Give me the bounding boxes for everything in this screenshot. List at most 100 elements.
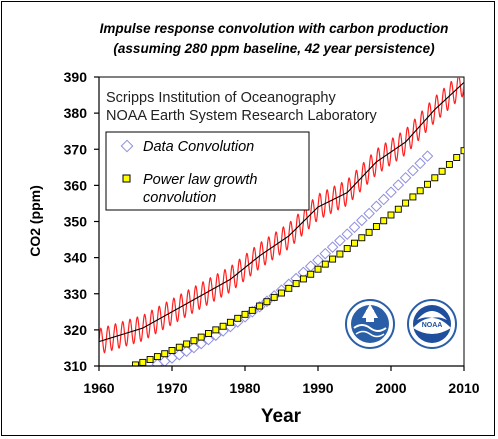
data-convolution-point	[421, 150, 434, 162]
power-law-point	[445, 160, 453, 168]
data-convolution-point	[326, 241, 339, 253]
data-convolution-point	[304, 260, 317, 273]
power-law-point	[183, 340, 191, 348]
power-law-point	[409, 193, 417, 201]
power-law-point	[394, 205, 402, 213]
x-tick-label: 1980	[229, 380, 260, 396]
data-convolution-point	[370, 200, 383, 213]
power-law-point	[329, 255, 337, 263]
noaa-label: NOAA Earth System Research Laboratory	[106, 108, 378, 124]
power-law-point	[402, 199, 410, 207]
x-tick-label: 1990	[302, 380, 333, 396]
power-law-point	[205, 330, 212, 337]
power-law-point	[285, 284, 293, 292]
power-law-point	[343, 245, 351, 253]
chart-subtitle: (assuming 280 ppm baseline, 42 year pers…	[113, 41, 435, 56]
data-convolution-point	[173, 349, 186, 361]
legend-label-power-law-line2: convolution	[143, 190, 216, 206]
data-convolution-point	[407, 164, 419, 177]
power-law-point	[460, 147, 464, 155]
power-law-point	[168, 347, 176, 354]
power-law-point	[241, 310, 249, 318]
power-law-point	[190, 337, 198, 345]
power-law-point	[146, 356, 154, 363]
scripps-label: Scripps Institution of Oceanography	[106, 90, 336, 106]
data-convolution-point	[319, 247, 332, 260]
data-convolution-point	[399, 171, 412, 184]
data-convolution-point	[341, 228, 353, 240]
power-law-series	[132, 147, 464, 366]
power-law-point	[424, 180, 431, 188]
data-convolution-point	[377, 193, 390, 206]
data-convolution-point	[392, 179, 405, 191]
data-convolution-point	[312, 254, 324, 266]
y-tick-label: 330	[64, 286, 88, 302]
data-convolution-point	[180, 345, 193, 357]
legend-label-data-convolution: Data Convolution	[143, 139, 254, 155]
data-convolution-point	[385, 186, 397, 199]
scripps-logo-icon	[345, 299, 395, 349]
legend: Data Convolution Power law growth convol…	[105, 131, 310, 211]
power-law-point	[314, 265, 322, 273]
svg-text:NOAA: NOAA	[422, 322, 443, 329]
plot-area	[98, 76, 465, 367]
data-convolution-point	[195, 337, 207, 350]
power-law-point	[234, 314, 242, 322]
power-law-point	[278, 289, 285, 297]
power-law-point	[263, 298, 271, 306]
x-tick-label: 2010	[448, 380, 479, 396]
power-law-point	[387, 211, 395, 219]
power-law-point	[372, 223, 380, 231]
x-tick-label: 1970	[156, 380, 187, 396]
y-tick-label: 320	[64, 322, 88, 338]
power-law-point	[307, 270, 315, 278]
data-convolution-point	[297, 266, 310, 279]
y-tick-label: 380	[64, 105, 88, 121]
x-axis-ticks: 1960 1970 1980 1990 2000 2010	[83, 366, 480, 396]
power-law-point	[351, 239, 358, 247]
y-axis-ticks: 310 320 330 340 350 360 370 380 390	[64, 69, 99, 374]
power-law-point	[139, 358, 147, 366]
y-tick-label: 360	[64, 177, 88, 193]
institution-logos: NOAA	[345, 299, 457, 349]
power-law-point	[161, 350, 169, 358]
power-law-point	[431, 174, 439, 182]
power-law-point	[321, 260, 329, 268]
y-tick-label: 310	[64, 358, 88, 374]
power-law-point	[256, 302, 264, 310]
power-law-point	[453, 154, 461, 162]
noaa-logo-icon: NOAA	[407, 299, 457, 349]
power-law-point	[365, 228, 373, 236]
power-law-point	[299, 275, 307, 283]
y-tick-label: 350	[64, 214, 88, 230]
power-law-point	[380, 217, 388, 225]
power-law-point	[132, 361, 139, 366]
power-law-point	[292, 280, 300, 288]
power-law-point	[438, 167, 446, 175]
power-law-point	[197, 333, 205, 341]
power-law-point	[336, 250, 344, 258]
data-convolution-point	[202, 333, 215, 346]
background-image-lines	[99, 77, 464, 354]
power-law-point	[226, 318, 234, 326]
y-tick-label: 390	[64, 69, 88, 85]
y-tick-label: 370	[64, 141, 88, 157]
data-convolution-point	[348, 221, 361, 234]
data-convolution-point	[356, 214, 368, 227]
power-law-point	[358, 234, 366, 242]
data-convolution-point	[363, 207, 375, 220]
chart-title: Impulse response convolution with carbon…	[100, 21, 449, 36]
power-law-point	[212, 326, 220, 334]
power-law-point	[248, 306, 256, 314]
x-tick-label: 2000	[375, 380, 406, 396]
trend-co2-line	[99, 82, 464, 343]
plot-background	[98, 76, 465, 367]
legend-marker-square	[122, 174, 131, 183]
power-law-point	[219, 322, 227, 330]
x-tick-label: 1960	[83, 380, 114, 396]
x-axis-label: Year	[261, 406, 302, 427]
legend-label-power-law-line1: Power law growth	[143, 172, 257, 188]
power-law-point	[175, 343, 183, 351]
